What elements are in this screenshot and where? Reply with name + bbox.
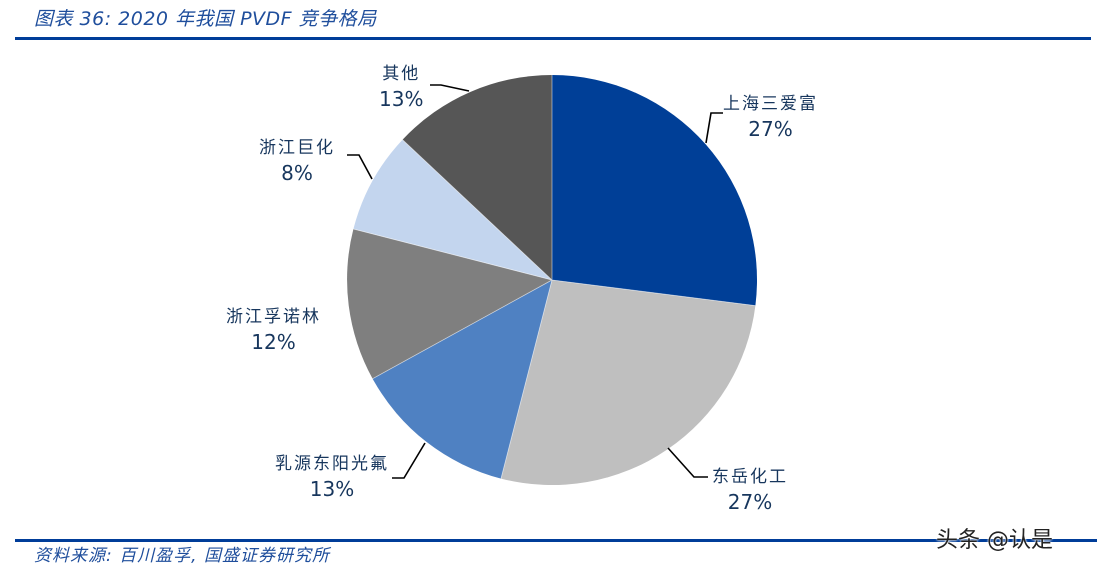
chart-title: 图表 36: 2020 年我国 PVDF 竞争格局 <box>34 8 377 30</box>
label-shanghai-sanaifu: 上海三爱富 27% <box>723 94 818 141</box>
leader-dongyue <box>667 447 708 478</box>
slice-zhejiang-funuolin <box>347 229 552 379</box>
slice-shanghai-sanaifu <box>552 75 758 306</box>
label-rushan-dongyangguang: 乳源东阳光氟 13% <box>275 454 389 501</box>
label-zhejiang-juhua: 浙江巨化 8% <box>259 138 335 185</box>
leader-shanghai <box>705 112 723 144</box>
title-divider <box>15 37 1091 40</box>
leader-rushan <box>392 442 426 479</box>
leader-other <box>430 84 470 92</box>
source-divider <box>15 539 1097 542</box>
watermark: 头条 @认是 <box>936 528 1053 553</box>
label-dongyue: 东岳化工 27% <box>712 467 788 514</box>
label-other: 其他 13% <box>379 64 424 111</box>
slice-rushan-dongyangguang <box>372 280 552 479</box>
source-note: 资料来源: 百川盈孚, 国盛证券研究所 <box>34 546 330 566</box>
slice-other <box>402 75 552 280</box>
label-zhejiang-funuolin: 浙江孚诺林 12% <box>226 307 321 354</box>
slice-dongyue <box>501 280 756 486</box>
slice-zhejiang-juhua <box>353 139 552 280</box>
leader-zhejiang-jh <box>347 154 373 180</box>
